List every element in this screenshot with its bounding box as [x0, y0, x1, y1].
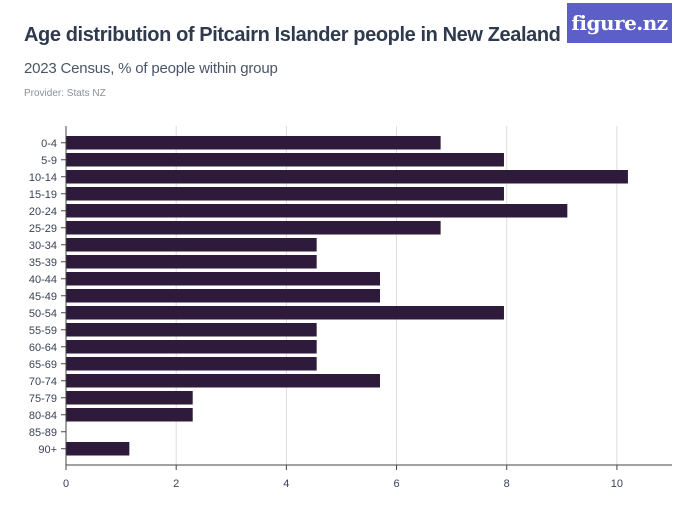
bar-50-54: [66, 306, 504, 320]
x-tick-label: 8: [504, 478, 510, 490]
bar-15-19: [66, 187, 504, 201]
x-tick-label: 6: [393, 478, 399, 490]
bar-90+: [66, 442, 130, 456]
category-label: 85-89: [29, 427, 57, 439]
bar-40-44: [66, 272, 381, 286]
category-label: 40-44: [29, 274, 57, 286]
labels: 0 2 4 6 8 10 0-4 5-9 10-14 15-19 20-24 25-29 30-34 35…: [29, 138, 623, 490]
bar-60-64: [66, 340, 317, 354]
category-label: 20-24: [29, 206, 57, 218]
x-tick-label: 10: [611, 478, 623, 490]
category-label: 35-39: [29, 257, 57, 269]
x-tick-label: 0: [63, 478, 69, 490]
bar-65-69: [66, 357, 317, 371]
category-label: 15-19: [29, 189, 57, 201]
category-label: 30-34: [29, 240, 57, 252]
chart-title: Age distribution of Pitcairn Islander pe…: [24, 24, 561, 46]
category-label: 25-29: [29, 223, 57, 235]
category-label: 65-69: [29, 359, 57, 371]
bar-5-9: [66, 153, 504, 167]
category-label: 55-59: [29, 325, 57, 337]
chart-subtitle: 2023 Census, % of people within group: [24, 60, 278, 77]
x-tick-label: 4: [283, 478, 289, 490]
bar-55-59: [66, 323, 317, 337]
category-label: 60-64: [29, 342, 57, 354]
bar-30-34: [66, 238, 317, 252]
category-label: 45-49: [29, 291, 57, 303]
category-label: 80-84: [29, 410, 57, 422]
category-label: 75-79: [29, 393, 57, 405]
category-label: 5-9: [41, 155, 57, 167]
bar-0-4: [66, 136, 441, 150]
axes: [61, 126, 672, 470]
category-label: 0-4: [41, 138, 57, 150]
bar-20-24: [66, 204, 568, 218]
bar-70-74: [66, 374, 381, 388]
bar-10-14: [66, 170, 628, 184]
bar-25-29: [66, 221, 441, 235]
figure-nz-logo[interactable]: figure.nz: [567, 3, 672, 43]
bars: [66, 136, 628, 456]
category-label: 10-14: [29, 172, 57, 184]
category-label: 50-54: [29, 308, 57, 320]
bar-35-39: [66, 255, 317, 269]
category-label: 70-74: [29, 376, 57, 388]
bar-45-49: [66, 289, 381, 303]
x-tick-label: 2: [173, 478, 179, 490]
category-label: 90+: [38, 444, 57, 456]
bar-80-84: [66, 408, 193, 422]
data-provider: Provider: Stats NZ: [24, 88, 106, 99]
bar-75-79: [66, 391, 193, 405]
